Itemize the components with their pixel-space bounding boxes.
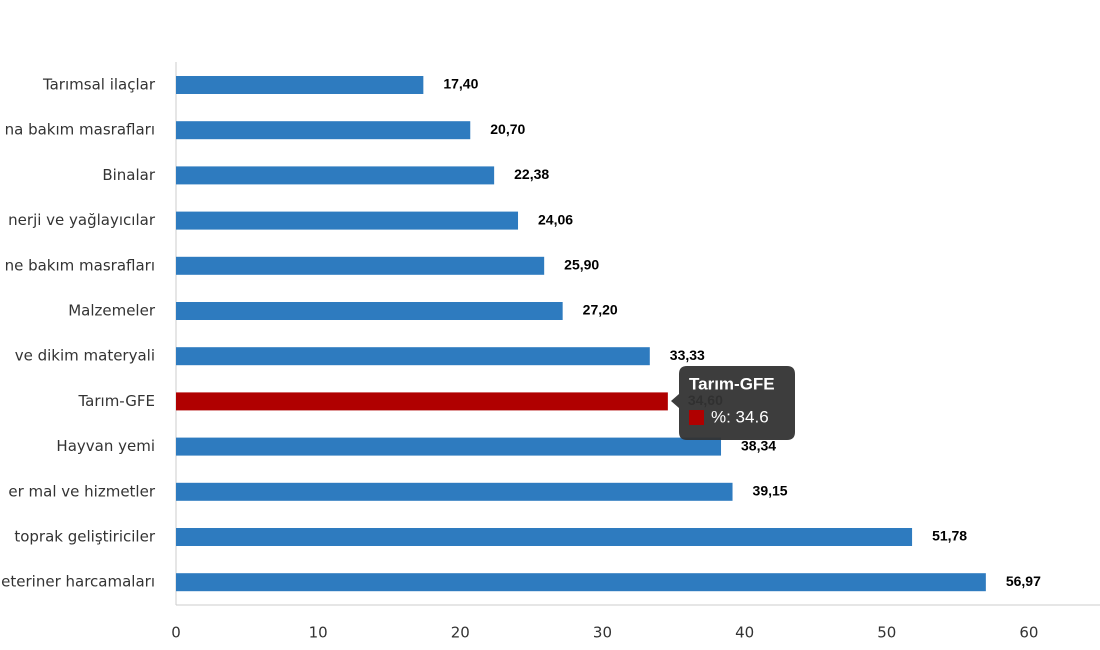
y-tick-label: Malzemeler [68, 302, 156, 320]
x-tick-label: 30 [593, 624, 612, 642]
bar [176, 392, 668, 411]
value-label: 17,40 [443, 76, 478, 92]
value-label: 25,90 [564, 257, 599, 273]
x-tick-label: 20 [451, 624, 470, 642]
y-tick-label: Hayvan yemi [56, 437, 155, 455]
value-label: 33,33 [670, 347, 705, 363]
bar [176, 482, 733, 501]
x-tick-label: 40 [735, 624, 754, 642]
value-label: 56,97 [1006, 573, 1041, 589]
x-tick-label: 0 [171, 624, 181, 642]
x-tick-label: 50 [877, 624, 896, 642]
y-tick-label: Binalar [102, 166, 156, 184]
bar [176, 121, 471, 140]
y-tick-label: nerji ve yağlayıcılar [8, 211, 156, 229]
value-label: 39,15 [753, 483, 788, 499]
y-tick-label: Tarım-GFE [77, 392, 155, 410]
value-label: 38,34 [741, 437, 776, 453]
bar [176, 211, 519, 230]
tooltip-swatch [689, 410, 704, 425]
value-label: 24,06 [538, 211, 573, 227]
bar [176, 437, 722, 456]
y-tick-label: na bakım masrafları [5, 121, 155, 139]
y-tick-label: ve dikim materyali [15, 347, 155, 365]
x-tick-label: 10 [309, 624, 328, 642]
tooltip: Tarım-GFE %: 34.6 [671, 366, 795, 440]
tooltip-text: %: 34.6 [711, 407, 769, 426]
value-label: 27,20 [583, 302, 618, 318]
bar [176, 528, 913, 546]
value-label: 51,78 [932, 528, 967, 544]
bar [176, 76, 424, 94]
y-tick-label: er mal ve hizmetler [8, 482, 155, 500]
bar [176, 302, 563, 320]
bar [176, 166, 495, 185]
y-tick-label: toprak geliştiriciler [14, 528, 155, 546]
value-label: 22,38 [514, 166, 549, 182]
x-tick-label: 60 [1019, 624, 1038, 642]
y-tick-label: ne bakım masrafları [5, 256, 155, 274]
y-tick-label: eteriner harcamaları [1, 573, 155, 591]
value-label: 20,70 [490, 121, 525, 137]
y-tick-label: Tarımsal ilaçlar [42, 76, 156, 94]
bar [176, 256, 545, 275]
tooltip-title: Tarım-GFE [689, 374, 775, 393]
bar [176, 573, 986, 592]
bar [176, 347, 650, 366]
